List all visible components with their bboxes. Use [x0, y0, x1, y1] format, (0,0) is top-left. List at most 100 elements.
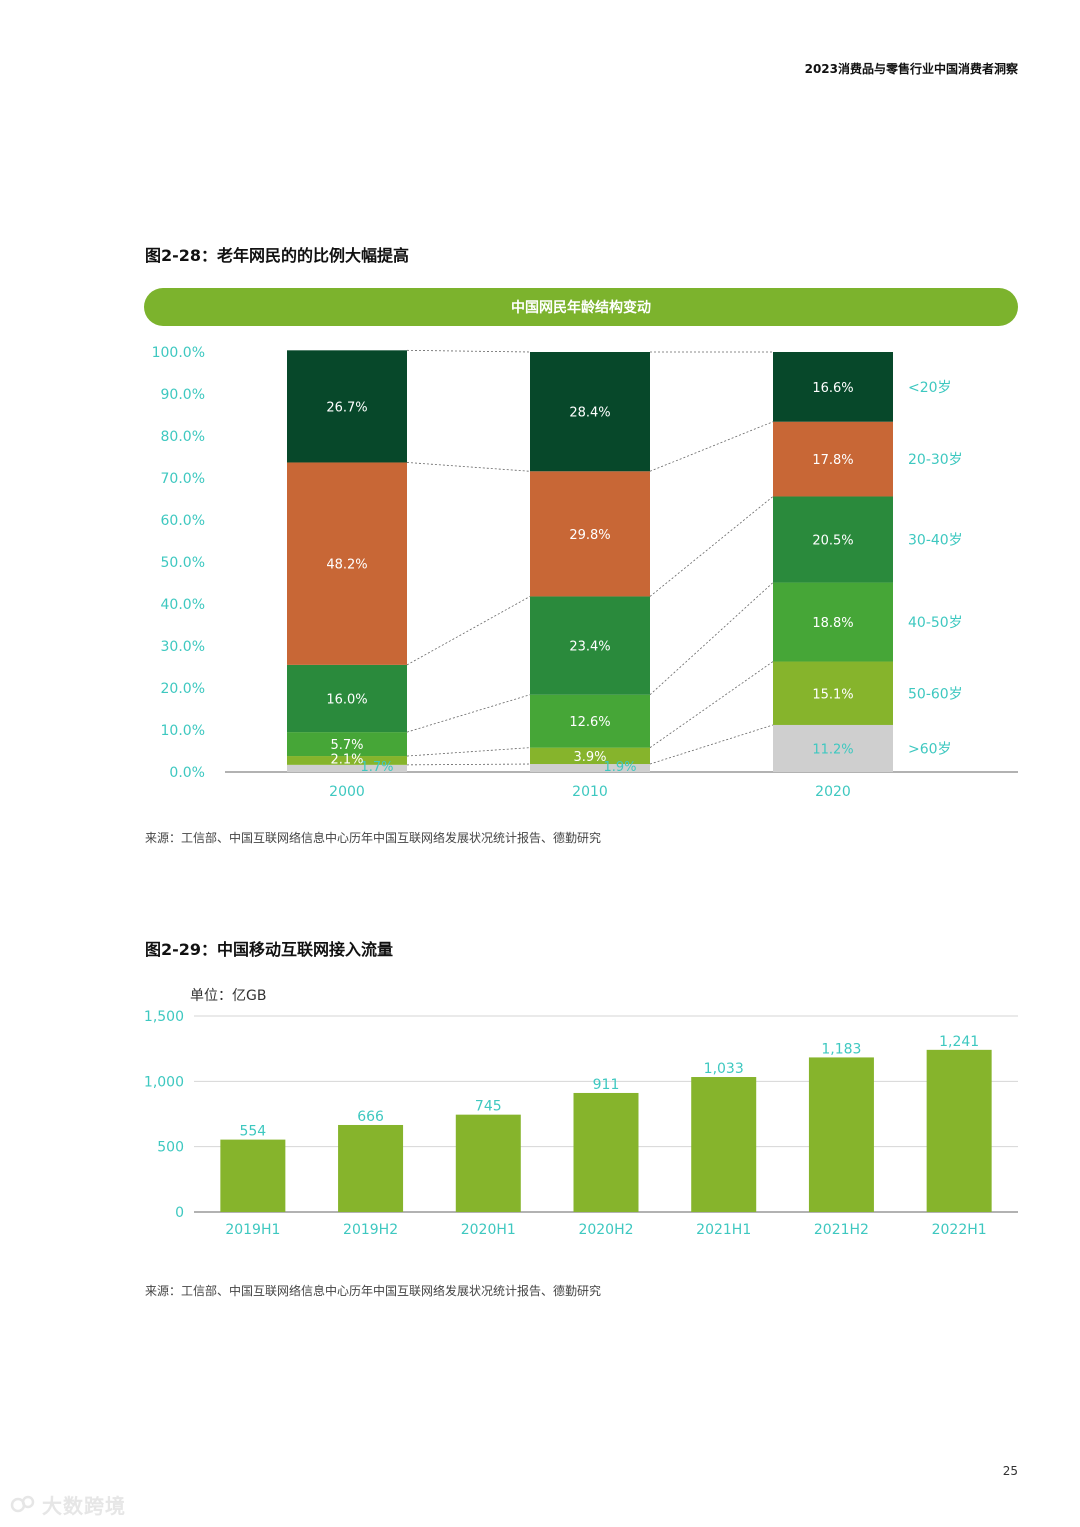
y-tick-label: 0: [175, 1205, 184, 1221]
segment-value-label: 15.1%: [812, 687, 853, 702]
stacked-bar-segment: [530, 764, 650, 772]
x-tick-label: 2022H1: [932, 1222, 987, 1238]
figure1-title: 图2-28：老年网民的的比例大幅提高: [145, 246, 410, 265]
connector-line: [649, 661, 774, 748]
segment-value-label: 18.8%: [812, 616, 853, 631]
connector-line: [406, 747, 531, 757]
stacked-bar-segment: [530, 694, 650, 748]
x-tick-label: 2019H1: [225, 1222, 280, 1238]
bar-value-label: 666: [357, 1109, 384, 1125]
y-tick-label: 80.0%: [161, 429, 205, 445]
segment-value-label: 12.6%: [569, 715, 610, 730]
y-tick-label: 40.0%: [161, 597, 205, 613]
segment-value-label: 28.4%: [569, 406, 610, 421]
y-tick-label: 50.0%: [161, 555, 205, 571]
stacked-bar-segment: [287, 350, 407, 463]
y-tick-label: 20.0%: [161, 681, 205, 697]
connector-line: [406, 694, 531, 733]
traffic-bar: [455, 1114, 521, 1212]
connector-line: [649, 582, 774, 696]
stacked-bar-segment: [773, 421, 893, 497]
traffic-bar: [338, 1124, 404, 1212]
stacked-bar-segment: [287, 664, 407, 733]
segment-value-label: 20.5%: [812, 534, 853, 549]
bar-value-label: 1,241: [939, 1034, 979, 1050]
traffic-bar: [926, 1049, 992, 1212]
stacked-bar-segment: [287, 732, 407, 757]
segment-value-label: 16.0%: [326, 693, 367, 708]
segment-value-label: 2.1%: [330, 752, 363, 767]
legend-label: 30-40岁: [908, 533, 963, 549]
segment-value-label: 23.4%: [569, 640, 610, 655]
connector-line: [649, 496, 774, 597]
bar-value-label: 911: [593, 1077, 620, 1093]
stacked-bar-segment: [773, 724, 893, 772]
segment-value-label: 48.2%: [326, 558, 367, 573]
bar-value-label: 1,183: [821, 1041, 861, 1057]
segment-value-label: 11.2%: [812, 742, 853, 757]
traffic-bar: [808, 1057, 874, 1212]
y-tick-label: 10.0%: [161, 723, 205, 739]
y-tick-label: 100.0%: [152, 345, 205, 361]
segment-value-label: 5.7%: [330, 738, 363, 753]
page-number: 25: [1002, 1464, 1018, 1478]
segment-value-label: 3.9%: [573, 750, 606, 765]
figure1-source: 来源：工信部、中国互联网络信息中心历年中国互联网络发展状况统计报告、德勤研究: [145, 831, 602, 845]
segment-value-label: 16.6%: [812, 381, 853, 396]
x-tick-label: 2020H2: [578, 1222, 633, 1238]
y-tick-label: 60.0%: [161, 513, 205, 529]
bar-value-label: 1,033: [704, 1061, 744, 1077]
connector-line: [649, 421, 774, 472]
watermark-logo-icon: [10, 1495, 35, 1512]
figure2-title: 图2-29：中国移动互联网接入流量: [145, 940, 394, 959]
x-tick-label: 2000: [329, 784, 365, 800]
age-structure-chart: 0.0% 10.0% 20.0% 30.0% 40.0% 50.0% 60.0% 70.0% 8…: [152, 345, 1018, 800]
x-tick-label: 2021H1: [696, 1222, 751, 1238]
chart1-banner: 中国网民年龄结构变动: [144, 288, 1018, 326]
connector-line: [649, 724, 774, 765]
y-tick-label: 90.0%: [161, 387, 205, 403]
legend-label: <20岁: [908, 380, 952, 396]
stacked-bar-segment: [530, 596, 650, 695]
legend-label: 40-50岁: [908, 615, 963, 631]
y-tick-label: 1,000: [144, 1074, 184, 1090]
x-tick-label: 2019H2: [343, 1222, 398, 1238]
stacked-bar-segment: [773, 352, 893, 422]
stacked-bar-segment: [530, 352, 650, 472]
bar-value-label: 554: [239, 1124, 266, 1140]
watermark-text: 大数跨境: [42, 1494, 126, 1518]
mobile-traffic-chart: 单位：亿GB 0 500 1,000 1,500 554 2019H1 666 2019H2 74…: [144, 988, 1018, 1238]
report-header: 2023消费品与零售行业中国消费者洞察: [804, 62, 1018, 76]
segment-value-label: 1.7%: [360, 760, 393, 775]
x-tick-label: 2020H1: [461, 1222, 516, 1238]
y-tick-label: 1,500: [144, 1009, 184, 1025]
legend-label: 20-30岁: [908, 452, 963, 468]
traffic-bar: [220, 1139, 286, 1212]
stacked-bar-segment: [530, 747, 650, 765]
stacked-bar-segment: [287, 462, 407, 665]
y-tick-label: 0.0%: [169, 765, 205, 781]
stacked-bar-segment: [530, 471, 650, 597]
x-tick-label: 2010: [572, 784, 608, 800]
x-tick-label: 2020: [815, 784, 851, 800]
y-tick-label: 500: [157, 1140, 184, 1156]
stacked-bar-segment: [287, 764, 407, 772]
y-tick-label: 30.0%: [161, 639, 205, 655]
connector-line: [406, 763, 531, 766]
legend-label: 50-60岁: [908, 686, 963, 702]
traffic-bar: [691, 1077, 757, 1212]
stacked-bar-segment: [773, 496, 893, 583]
legend-label: >60岁: [908, 741, 952, 757]
segment-value-label: 26.7%: [326, 400, 367, 415]
figure2-source: 来源：工信部、中国互联网络信息中心历年中国互联网络发展状况统计报告、德勤研究: [145, 1284, 602, 1298]
segment-value-label: 29.8%: [569, 528, 610, 543]
segment-value-label: 17.8%: [812, 453, 853, 468]
stacked-bar-segment: [287, 756, 407, 765]
connector-line: [406, 462, 531, 472]
stacked-bar-segment: [773, 661, 893, 725]
y-axis-unit-label: 单位：亿GB: [190, 988, 266, 1004]
connector-line: [406, 596, 531, 666]
x-tick-label: 2021H2: [814, 1222, 869, 1238]
segment-value-label: 1.9%: [603, 760, 636, 775]
stacked-bar-segment: [773, 582, 893, 662]
